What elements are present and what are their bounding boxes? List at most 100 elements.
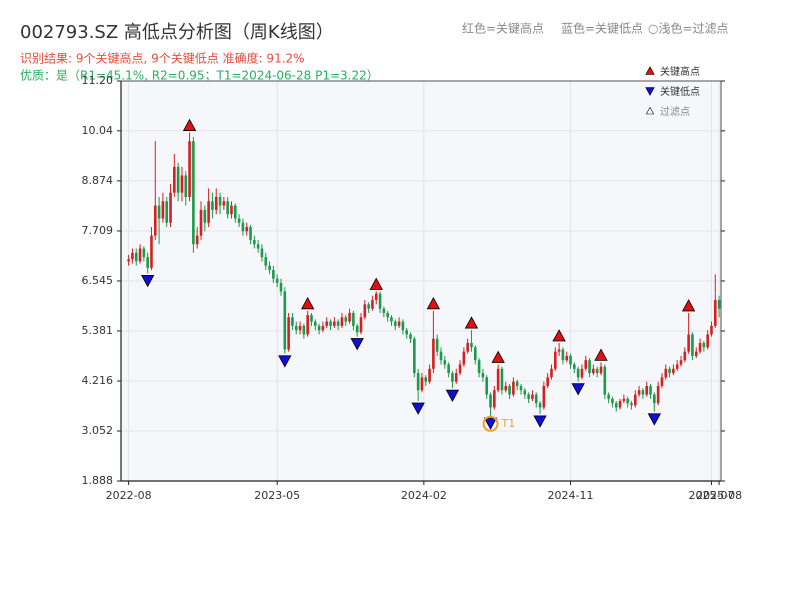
candle-body [184, 175, 188, 197]
y-tick-label: 6.545 [82, 274, 114, 287]
candle-body [169, 192, 172, 223]
key-high-marker [594, 348, 608, 361]
candle-body [157, 205, 161, 219]
candle-body [512, 381, 515, 395]
candle-body [443, 360, 447, 365]
candle-body [371, 300, 374, 309]
key-low-marker [445, 389, 460, 402]
candle-body [272, 270, 275, 279]
candle-body [470, 343, 473, 348]
candle-body [218, 196, 222, 206]
candle-body [630, 403, 633, 406]
candle-body [283, 291, 287, 350]
candle-body [127, 259, 130, 262]
key-high-marker [369, 277, 383, 290]
candle-body [653, 394, 656, 404]
marks: T1 [127, 118, 721, 432]
candle-body [496, 368, 500, 391]
y-tick-label: 5.381 [82, 324, 114, 337]
legend-label: 关键高点 [660, 65, 700, 78]
candle-body [473, 347, 477, 361]
candle-body [435, 338, 439, 352]
candle-body [203, 209, 207, 223]
candle-body [306, 315, 309, 335]
t1-label: T1 [501, 417, 516, 430]
candle-body [569, 355, 572, 365]
candle-body [237, 218, 241, 223]
candle-body [241, 222, 245, 232]
candle-body [649, 385, 652, 395]
candle-body [553, 351, 557, 369]
candle-body [557, 349, 561, 352]
candle-body [611, 398, 614, 404]
candle-body [687, 334, 690, 352]
candle-body [641, 390, 645, 395]
candle-body [584, 360, 588, 369]
key-low-marker [278, 355, 292, 368]
candle-body [534, 394, 538, 404]
candle-body [230, 205, 233, 215]
candle-body [626, 398, 629, 404]
candle-body [588, 360, 591, 374]
candle-body [390, 317, 393, 322]
candle-body [298, 325, 302, 331]
candle-body [493, 390, 496, 408]
key-high-marker [552, 329, 566, 342]
key-high-marker [426, 296, 441, 310]
candle-body [675, 364, 679, 369]
candle-body [523, 390, 527, 395]
candle-body [405, 330, 409, 335]
key-low-marker [647, 413, 662, 426]
key-low-marker [411, 402, 425, 415]
candle-body [519, 385, 523, 391]
candle-body [428, 368, 431, 382]
candle-body [310, 315, 313, 322]
candle-body [702, 343, 706, 348]
key-high-marker [681, 299, 696, 312]
candle-body [199, 209, 203, 236]
legend: 关键高点 关键低点 过滤点 [645, 65, 700, 118]
candle-body [192, 141, 195, 245]
candle-body [447, 364, 450, 374]
key-low-marker [533, 415, 547, 428]
candle-body [416, 373, 420, 391]
candle-body [508, 385, 511, 395]
candle-body [153, 205, 157, 236]
candle-body [393, 321, 397, 326]
candle-body [256, 244, 260, 249]
key-low-marker [571, 383, 585, 396]
candle-body [355, 325, 359, 333]
candle-body [253, 239, 256, 245]
candle-body [211, 201, 214, 210]
candle-body [401, 321, 405, 331]
x-tick-label: 2025-08 [696, 489, 742, 502]
candle-body [180, 175, 184, 193]
x-tick-label: 2023-05 [254, 489, 300, 502]
candle-body [504, 385, 508, 391]
candle-body [592, 368, 595, 374]
candle-body [485, 377, 489, 395]
candle-body [618, 401, 622, 408]
candle-body [538, 403, 542, 408]
candle-body [348, 312, 351, 322]
candle-body [134, 252, 138, 262]
candle-body [249, 227, 252, 240]
candle-body [268, 265, 271, 271]
candle-body [500, 368, 504, 391]
candle-body [176, 166, 180, 193]
candle-body [386, 312, 389, 318]
key-low-marker [350, 338, 364, 351]
result-text: 识别结果: 9个关键高点, 9个关键低点 准确度: 91.2% [20, 51, 305, 66]
candle-body [374, 293, 378, 301]
candle-body [142, 248, 146, 258]
candle-body [138, 248, 142, 262]
candle-body [367, 304, 370, 309]
candle-body [603, 366, 607, 395]
candle-body [691, 334, 694, 356]
candle-body [382, 308, 386, 313]
candle-body [668, 368, 671, 374]
candle-body [333, 321, 336, 326]
header-note: ○浅色=过滤点 [648, 22, 729, 36]
candle-body [622, 398, 626, 402]
